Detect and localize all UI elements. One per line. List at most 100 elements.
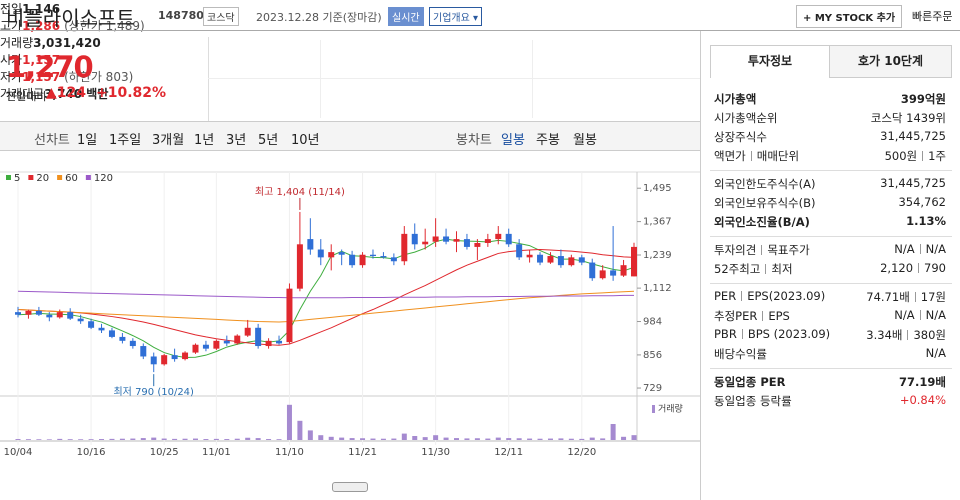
stat-value: 1,146 [22, 2, 61, 16]
candle-tab[interactable]: 주봉 [536, 133, 560, 148]
volume-bar [109, 438, 115, 440]
row-label-text: 투자의견 [714, 243, 757, 257]
y-tick-label: 729 [643, 383, 662, 394]
row-value-text: 2,120 [880, 261, 914, 275]
volume-bar [224, 439, 230, 440]
volume-bar [203, 439, 209, 440]
row-value-text: N/A [925, 346, 946, 360]
candle-body [129, 340, 136, 347]
row-label: 상장주식수 [714, 129, 767, 145]
divider [710, 170, 952, 171]
invest-row: 투자의견 목표주가 N/A N/A [714, 242, 946, 260]
period-tab[interactable]: 10년 [291, 133, 320, 148]
period-tab[interactable]: 5년 [258, 133, 279, 148]
volume-label: 거래량 [658, 403, 683, 415]
row-value-text: 74.71배 [866, 290, 910, 304]
stat: 거래대금3,740 백만 [0, 85, 960, 102]
stat-value: 1,157 [22, 53, 61, 67]
invest-tab[interactable]: 투자정보 [710, 45, 830, 78]
volume-bar [46, 439, 52, 440]
volume-bar [422, 437, 428, 440]
invest-row: 상장주식수 31,445,725 [714, 129, 946, 147]
stat: 고가1,286 (상한가 1,489) [0, 17, 960, 34]
candle-body [15, 312, 21, 315]
row-label-text: 외국인보유주식수(B) [714, 196, 816, 210]
row-label-text: 동일업종 PER [714, 375, 786, 389]
candle-body [265, 340, 272, 347]
candle-body [578, 257, 585, 263]
row-value: N/A [926, 346, 946, 360]
stat-value: 1,157 [22, 70, 61, 84]
ma-line [17, 249, 635, 346]
candle-body [255, 327, 262, 347]
invest-row: 52주최고 최저 2,120 790 [714, 261, 946, 279]
volume-bar [297, 420, 303, 440]
row-label: 외국인소진율(B/A) [714, 214, 810, 230]
candle-body [537, 254, 544, 263]
x-tick-label: 11/21 [348, 447, 377, 458]
ma-line [17, 290, 635, 323]
candle-body [516, 244, 523, 258]
my-stock-button[interactable]: + MY STOCK 추가 [796, 5, 903, 28]
row-value: 74.71배 17원 [866, 289, 946, 305]
row-label-text: 동일업종 등락률 [714, 394, 792, 408]
row-label-text: 외국인한도주식수(A) [714, 177, 816, 191]
volume-bar [67, 439, 73, 440]
row-value: 1.13% [906, 214, 946, 228]
row-label: 시가총액 [714, 91, 756, 107]
row-value: N/A N/A [894, 242, 946, 256]
change-label: 전일대비 [6, 90, 47, 103]
candle-body [589, 262, 596, 279]
candle-body [171, 355, 178, 360]
volume-bar [99, 439, 105, 440]
row-label-text: 외국인소진율(B/A) [714, 215, 810, 229]
candle-body [276, 340, 283, 344]
quick-order[interactable]: 빠른주문 [912, 10, 953, 23]
company-info[interactable]: 기업개요 ▾ [429, 7, 483, 26]
candle-body [463, 239, 470, 247]
row-label: 투자의견 목표주가 [714, 242, 810, 258]
invest-tab[interactable]: 호가 10단계 [830, 45, 952, 78]
volume-bar [307, 430, 313, 440]
separator [914, 292, 916, 302]
volume-bar [349, 438, 355, 440]
candle-body [620, 265, 627, 276]
candle-tab[interactable]: 월봉 [573, 133, 597, 148]
volume-bar [78, 439, 84, 440]
stat-value: 3,031,420 [33, 36, 101, 50]
volume-bar [161, 438, 167, 440]
candle-tab[interactable]: 일봉 [501, 133, 525, 148]
volume-bar [130, 438, 136, 440]
volume-bar [339, 437, 345, 440]
row-value-text: 1주 [928, 149, 946, 163]
volume-bar [589, 437, 595, 440]
separator [750, 151, 752, 161]
candle-body [631, 246, 637, 277]
invest-row: 외국인보유주식수(B) 354,762 [714, 195, 946, 213]
period-tab[interactable]: 1년 [194, 133, 215, 148]
chart: 1,495 1,367 1,239 1,112 984 856 729 10/04 10/16 1… [0, 171, 700, 458]
realtime-badge[interactable]: 실시간 [388, 7, 424, 26]
annotation: 최고 1,404 (11/14) [255, 186, 345, 198]
volume-bar [443, 437, 449, 440]
candle-body [328, 252, 335, 258]
volume-bar [537, 438, 543, 440]
candle-body [317, 249, 324, 258]
row-value-text: 500원 [884, 149, 918, 163]
candle-body [286, 288, 293, 343]
x-tick-label: 10/04 [4, 447, 33, 458]
volume-bar [610, 424, 616, 440]
row-label: PER EPS(2023.09) [714, 289, 825, 303]
row-value-text: 코스닥 1439위 [870, 111, 946, 125]
period-tab[interactable]: 1일 [77, 133, 98, 148]
period-tab[interactable]: 3년 [226, 133, 247, 148]
stat-note: (상한가 1,489) [64, 19, 145, 33]
separator [922, 151, 924, 161]
legend-label: 5 [14, 173, 20, 184]
volume-bar [213, 438, 219, 440]
volume-bar [506, 438, 512, 440]
period-tab[interactable]: 1주일 [109, 133, 142, 148]
period-tab[interactable]: 3개월 [152, 133, 185, 148]
row-value-text: +0.84% [899, 393, 946, 407]
scroll-handle[interactable] [332, 482, 368, 492]
